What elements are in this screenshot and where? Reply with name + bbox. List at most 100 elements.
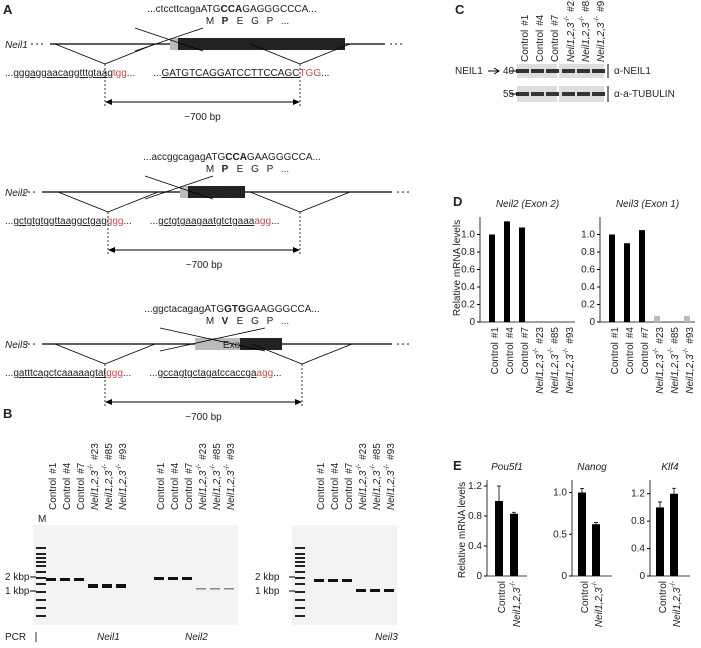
lane-label: Neil1,2,3-/- #93 [224,443,236,510]
text-span: #23 [90,443,101,460]
text: E [453,458,462,473]
blot-band [531,69,544,73]
band [384,589,394,592]
text-span: Neil1,2,3 [672,587,683,627]
y-tick-label: 0.2 [581,300,595,311]
blot-band [531,92,544,96]
text-span: -/- [510,580,517,587]
text-span: agg [254,216,271,227]
text-span: gctgtgaagaatgtctgaaa [158,216,255,227]
ladder-band [36,553,46,555]
band [328,579,338,582]
text-span: #85 [104,443,115,460]
lane-label: Neil1,2,3-/- #93 [594,0,606,62]
text-span: GTG [224,304,246,315]
text-span: #93 [386,443,397,460]
dot [395,43,397,45]
text-span: ...accggcagagATG [143,152,225,163]
band [74,578,84,581]
text-span: -/- [533,347,540,354]
text-span: #1 [316,462,327,474]
text-span: #4 [625,327,636,339]
ladder-band [295,553,305,555]
ladder-band [36,557,46,559]
text-span: -/- [356,463,363,470]
text-span: ... [5,368,13,379]
text-span: ggg [106,368,123,379]
lane-label: Control #4 [535,14,546,62]
text-span: ... [150,216,158,227]
x-tick-label: Neil1,2,3-/- #85 [548,327,560,394]
text-span: gccagtgctagatccaccga [158,368,257,379]
text: 2 kbp [5,572,30,583]
text-span: #1 [610,327,621,339]
blot-band [516,69,529,73]
x-tick-label: Control #7 [520,327,531,375]
sequence: ...accggcagagATGCCAGAAGGGCCA... [143,152,321,163]
bar [609,234,615,322]
text-span: gctgtgtggttaaggctgag [13,216,106,227]
text-span: Control [658,581,669,613]
amino-acid: E [237,316,244,327]
text: Neil3 [5,340,28,351]
guide-sequences: ...gatttcagctcaaaaagtatggg... ...gccagtgc… [5,368,282,379]
text-span: Control [505,342,516,374]
lane-label: Control #7 [550,14,561,62]
text-span: #93 [565,327,576,344]
ladder-band [295,561,305,563]
text-span: #4 [535,14,546,26]
error-bar [594,522,598,525]
amino-acid: ... [281,16,289,27]
exon-utr [170,38,178,50]
ladder-band [295,571,305,573]
blot-band [577,69,590,73]
chart-title: Nanog [577,462,607,473]
bar [489,234,495,322]
text-span: Control [344,478,355,510]
text: B [3,406,12,421]
dot [28,343,30,345]
text-span: #93 [226,443,237,460]
cut-line [104,343,156,365]
exon [240,338,282,350]
text-span: Neil1,2,3 [372,470,383,510]
band [88,584,98,588]
text: 1 kbp [255,586,280,597]
text-span: Control [156,478,167,510]
ladder-band [36,561,46,563]
text: 2 kbp [255,572,280,583]
dot [407,343,409,345]
guide-sequences: ...gggaggaacaggtttgtaagtgg... ...GATGTCAG… [5,68,329,79]
dot [28,191,30,193]
x-tick-label: Neil1,2,3-/- [510,580,522,627]
y-tick-label: 0.8 [581,247,595,258]
text: D [453,194,462,209]
text-span: Neil1,2,3 [118,470,129,510]
bar [656,507,664,576]
ladder-band [295,591,305,593]
cut-line [249,191,301,213]
band [210,588,220,590]
amino-acid: G [251,316,259,327]
text-span: #23 [566,0,577,12]
amino-acid: V [222,316,229,327]
text-span: tgg [113,68,127,79]
text-span: gatttcagctcaaaaagtat [13,368,106,379]
text: Neil2 [5,188,28,199]
chart-title: Neil2 (Exon 2) [496,199,559,210]
text-span: ... [153,68,161,79]
x-tick-label: Control [580,581,591,613]
ladder-band [295,599,305,601]
y-tick-label: 0.2 [461,300,475,311]
text-span: #93 [596,0,607,12]
lane-label: Neil1,2,3-/- #85 [370,443,382,510]
y-axis-label: Relative mRNA levels [457,482,468,578]
exon-utr [180,186,188,198]
text-span: -/- [102,463,109,470]
text: α-a-TUBULIN [614,89,675,100]
cut-line [251,343,303,365]
bar [592,524,600,576]
text-span: Neil1,2,3 [386,470,397,510]
exon-label: Exon 2 [197,188,229,199]
text-span: ... [5,216,13,227]
